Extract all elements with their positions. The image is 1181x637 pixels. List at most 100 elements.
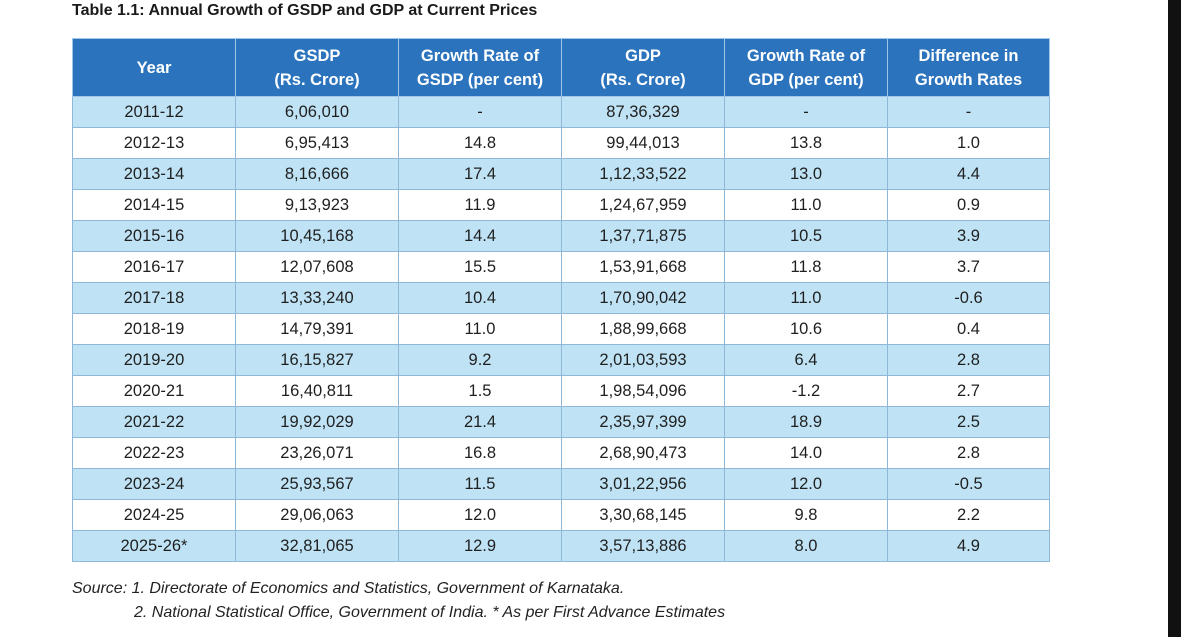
cell-gsdp-growth: 21.4 xyxy=(398,406,562,438)
header-gdp-line1: GDP xyxy=(625,46,661,65)
cell-gdp-growth: 13.0 xyxy=(724,158,888,190)
cell-gsdp-growth: - xyxy=(398,96,562,128)
cell-gsdp-growth: 17.4 xyxy=(398,158,562,190)
table-row: 2013-14 8,16,666 17.4 1,12,33,522 13.0 4.4 xyxy=(72,158,1050,190)
header-gdp-growth-line2: GDP (per cent) xyxy=(748,70,864,89)
header-difference: Difference in Growth Rates xyxy=(887,38,1050,97)
cell-difference: 0.9 xyxy=(887,189,1050,221)
cell-gsdp: 25,93,567 xyxy=(235,468,399,500)
cell-gsdp-growth: 12.0 xyxy=(398,499,562,531)
header-year: Year xyxy=(72,38,236,97)
cell-gdp: 1,70,90,042 xyxy=(561,282,725,314)
cell-gdp: 3,57,13,886 xyxy=(561,530,725,562)
table-row: 2023-24 25,93,567 11.5 3,01,22,956 12.0 -0.5 xyxy=(72,468,1050,500)
cell-gdp-growth: 12.0 xyxy=(724,468,888,500)
cell-gdp: 3,30,68,145 xyxy=(561,499,725,531)
cell-gdp-growth: 18.9 xyxy=(724,406,888,438)
header-gsdp-line1: GSDP xyxy=(293,46,341,65)
cell-gdp: 1,37,71,875 xyxy=(561,220,725,252)
table-row: 2020-21 16,40,811 1.5 1,98,54,096 -1.2 2.7 xyxy=(72,375,1050,407)
cell-gdp-growth: 11.0 xyxy=(724,282,888,314)
header-gdp-line2: (Rs. Crore) xyxy=(600,70,686,89)
cell-gdp-growth: 10.5 xyxy=(724,220,888,252)
cell-gsdp: 19,92,029 xyxy=(235,406,399,438)
cell-difference: 1.0 xyxy=(887,127,1050,159)
cell-difference: - xyxy=(887,96,1050,128)
table-body: 2011-12 6,06,010-87,36,329- -2012-13 6,95,4… xyxy=(72,96,1050,562)
header-gsdp-line2: (Rs. Crore) xyxy=(274,70,360,89)
table-row: 2022-23 23,26,071 16.8 2,68,90,473 14.0 2.8 xyxy=(72,437,1050,469)
cell-gsdp-growth: 11.5 xyxy=(398,468,562,500)
cell-gsdp: 32,81,065 xyxy=(235,530,399,562)
header-gsdp-growth: Growth Rate of GSDP (per cent) xyxy=(398,38,562,97)
cell-difference: -0.6 xyxy=(887,282,1050,314)
cell-gdp: 1,88,99,668 xyxy=(561,313,725,345)
header-difference-line2: Growth Rates xyxy=(914,70,1023,89)
cell-gdp-growth: 9.8 xyxy=(724,499,888,531)
cell-gsdp: 16,15,827 xyxy=(235,344,399,376)
header-difference-line1: Difference in xyxy=(918,46,1019,65)
window-edge-bar xyxy=(1168,0,1181,637)
cell-gdp: 2,35,97,399 xyxy=(561,406,725,438)
cell-difference: -0.5 xyxy=(887,468,1050,500)
cell-gdp-growth: 8.0 xyxy=(724,530,888,562)
table-row: 2014-15 9,13,923 11.9 1,24,67,959 11.0 0.9 xyxy=(72,189,1050,221)
cell-gsdp-growth: 11.0 xyxy=(398,313,562,345)
cell-gsdp: 9,13,923 xyxy=(235,189,399,221)
cell-gdp-growth: -1.2 xyxy=(724,375,888,407)
cell-gsdp-growth: 9.2 xyxy=(398,344,562,376)
cell-gsdp: 8,16,666 xyxy=(235,158,399,190)
header-row: Year GSDP (Rs. Crore) Growth Rate of GSD… xyxy=(72,38,1050,97)
cell-difference: 2.8 xyxy=(887,344,1050,376)
cell-difference: 2.5 xyxy=(887,406,1050,438)
gsdp-gdp-table-container: Year GSDP (Rs. Crore) Growth Rate of GSD… xyxy=(72,38,1050,562)
cell-gsdp-growth: 14.4 xyxy=(398,220,562,252)
cell-year: 2013-14 xyxy=(72,158,236,190)
table-row: 2019-20 16,15,827 9.2 2,01,03,593 6.4 2.8 xyxy=(72,344,1050,376)
cell-year: 2020-21 xyxy=(72,375,236,407)
cell-difference: 2.8 xyxy=(887,437,1050,469)
cell-gsdp-growth: 10.4 xyxy=(398,282,562,314)
table-row: 2011-12 6,06,010-87,36,329- - xyxy=(72,96,1050,128)
cell-gdp: 3,01,22,956 xyxy=(561,468,725,500)
cell-difference: 4.4 xyxy=(887,158,1050,190)
header-year-label: Year xyxy=(136,58,172,77)
cell-difference: 4.9 xyxy=(887,530,1050,562)
table-row: 2018-19 14,79,391 11.0 1,88,99,668 10.6 0.4 xyxy=(72,313,1050,345)
cell-gsdp: 23,26,071 xyxy=(235,437,399,469)
cell-year: 2019-20 xyxy=(72,344,236,376)
gsdp-gdp-table: Year GSDP (Rs. Crore) Growth Rate of GSD… xyxy=(72,38,1050,562)
cell-gsdp: 16,40,811 xyxy=(235,375,399,407)
cell-gdp-growth: 10.6 xyxy=(724,313,888,345)
cell-difference: 3.7 xyxy=(887,251,1050,283)
cell-gsdp-growth: 15.5 xyxy=(398,251,562,283)
header-gdp-growth-line1: Growth Rate of xyxy=(746,46,866,65)
cell-gdp: 1,24,67,959 xyxy=(561,189,725,221)
cell-gdp: 1,12,33,522 xyxy=(561,158,725,190)
cell-year: 2012-13 xyxy=(72,127,236,159)
table-row: 2012-13 6,95,413 14.8 99,44,013 13.8 1.0 xyxy=(72,127,1050,159)
cell-gdp-growth: 11.8 xyxy=(724,251,888,283)
cell-gdp: 2,68,90,473 xyxy=(561,437,725,469)
cell-year: 2025-26* xyxy=(72,530,236,562)
cell-year: 2022-23 xyxy=(72,437,236,469)
source-line-2: 2. National Statistical Office, Governme… xyxy=(134,604,726,621)
cell-year: 2011-12 xyxy=(72,96,236,128)
cell-gsdp: 6,95,413 xyxy=(235,127,399,159)
table-title: Table 1.1: Annual Growth of GSDP and GDP… xyxy=(72,2,538,19)
cell-year: 2018-19 xyxy=(72,313,236,345)
cell-gsdp-growth: 16.8 xyxy=(398,437,562,469)
cell-year: 2024-25 xyxy=(72,499,236,531)
cell-gdp-growth: 14.0 xyxy=(724,437,888,469)
cell-difference: 2.2 xyxy=(887,499,1050,531)
table-header: Year GSDP (Rs. Crore) Growth Rate of GSD… xyxy=(72,38,1050,97)
table-row: 2025-26* 32,81,065 12.9 3,57,13,886 8.0 4.9 xyxy=(72,530,1050,562)
header-gsdp-growth-line1: Growth Rate of xyxy=(420,46,540,65)
table-row: 2015-16 10,45,168 14.4 1,37,71,875 10.5 3.9 xyxy=(72,220,1050,252)
cell-gsdp: 12,07,608 xyxy=(235,251,399,283)
source-line-1: Source: 1. Directorate of Economics and … xyxy=(72,580,625,597)
table-row: 2016-17 12,07,608 15.5 1,53,91,668 11.8 3.7 xyxy=(72,251,1050,283)
cell-gdp: 99,44,013 xyxy=(561,127,725,159)
source-note: Source: 1. Directorate of Economics and … xyxy=(72,577,725,625)
cell-gsdp: 10,45,168 xyxy=(235,220,399,252)
